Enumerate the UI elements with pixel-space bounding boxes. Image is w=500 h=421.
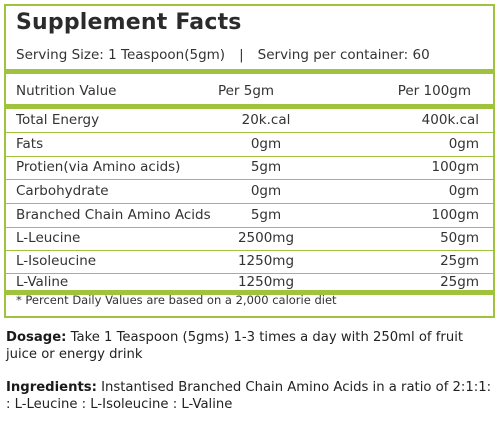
row-per-5gm: 5gm: [250, 207, 282, 223]
row-per-5gm: 1250mg: [237, 253, 295, 269]
row-per-100gm: 50gm: [440, 230, 479, 246]
row-divider: [6, 179, 493, 180]
row-name: Protien(via Amino acids): [16, 159, 181, 175]
row-per-5gm: 2500mg: [237, 230, 295, 246]
row-name: Branched Chain Amino Acids: [16, 207, 211, 223]
row-per-100gm: 100gm: [431, 207, 480, 223]
header-per-100gm: Per 100gm: [397, 83, 471, 99]
divider-thick: [6, 69, 493, 74]
ingredients-paragraph: Ingredients: Instantised Branched Chain …: [6, 379, 494, 413]
row-divider: [6, 273, 493, 274]
header-label: Nutrition Value: [16, 83, 117, 99]
dosage-paragraph: Dosage: Take 1 Teaspoon (5gms) 1-3 times…: [6, 329, 494, 363]
row-name: Total Energy: [16, 112, 100, 128]
row-name: Fats: [16, 136, 44, 152]
row-per-100gm: 25gm: [440, 253, 479, 269]
dosage-text: Take 1 Teaspoon (5gms) 1-3 times a day w…: [6, 330, 464, 362]
divider-thick: [6, 104, 493, 109]
row-per-5gm: 0gm: [250, 183, 282, 199]
row-name: Carbohydrate: [16, 183, 109, 199]
row-name: L-Valine: [16, 274, 69, 290]
divider-thick: [6, 290, 493, 295]
serving-size: Serving Size: 1 Teaspoon(5gm): [16, 47, 226, 63]
dosage-label: Dosage:: [6, 330, 67, 345]
serving-separator: |: [239, 47, 244, 63]
panel-title: Supplement Facts: [16, 10, 242, 35]
row-name: L-Isoleucine: [16, 253, 97, 269]
ingredients-label: Ingredients:: [6, 380, 97, 395]
header-per-5gm: Per 5gm: [217, 83, 275, 99]
row-divider: [6, 203, 493, 204]
supplement-facts-panel: Supplement Facts Serving Size: 1 Teaspoo…: [4, 4, 495, 318]
row-per-100gm: 25gm: [440, 274, 479, 290]
row-per-100gm: 400k.cal: [421, 112, 479, 128]
row-per-5gm: 5gm: [250, 159, 282, 175]
row-divider: [6, 227, 493, 228]
row-per-100gm: 0gm: [448, 183, 479, 199]
row-per-100gm: 0gm: [448, 136, 479, 152]
row-divider: [6, 132, 493, 133]
footnote: * Percent Daily Values are based on a 2,…: [16, 293, 337, 307]
row-divider: [6, 156, 493, 157]
ingredients-text: Instantised Branched Chain Amino Acids i…: [6, 380, 492, 412]
row-name: L-Leucine: [16, 230, 81, 246]
serving-info: Serving Size: 1 Teaspoon(5gm) | Serving pe…: [16, 47, 430, 63]
row-divider: [6, 250, 493, 251]
row-per-5gm: 20k.cal: [241, 112, 291, 128]
servings-per-container: Serving per container: 60: [257, 47, 430, 63]
row-per-5gm: 1250mg: [237, 274, 295, 290]
row-per-100gm: 100gm: [431, 159, 480, 175]
row-per-5gm: 0gm: [250, 136, 282, 152]
